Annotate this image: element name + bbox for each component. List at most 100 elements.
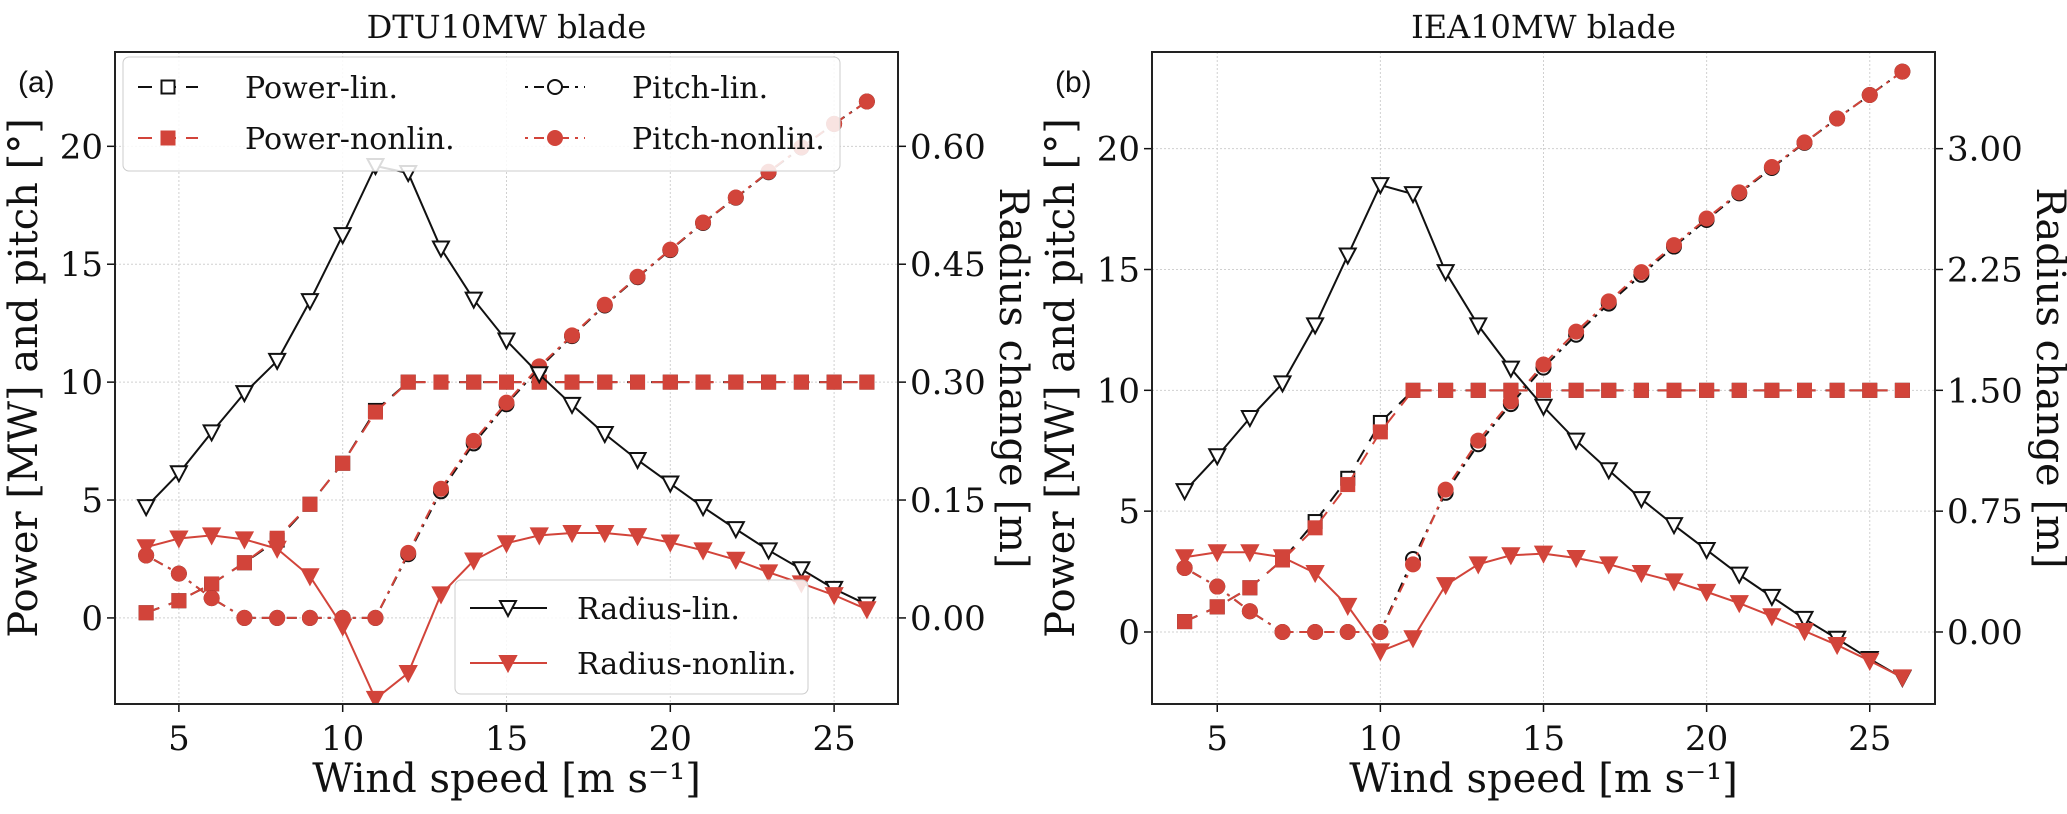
y-tick-label: 15 [60,245,103,285]
data-point-radius_nonlin [1566,550,1586,569]
data-point-power_nonlin [1894,382,1910,398]
axes-frame [1151,51,1936,705]
legend-marker-radius_lin [498,600,518,619]
data-point-radius_nonlin [1892,669,1913,688]
data-point-radius_lin [1631,491,1652,510]
data-point-power_nonlin [1405,382,1421,398]
data-point-radius_lin [529,366,549,385]
data-point-power_nonlin [1797,382,1812,398]
y-right-tick-label: 0.00 [910,599,986,639]
data-point-power_nonlin [433,374,449,390]
data-point-radius_lin [300,293,320,312]
data-point-pitch_nonlin [432,480,449,497]
x-tick-label: 20 [1685,719,1728,759]
data-point-radius_lin [267,352,287,372]
data-point-radius_lin [431,240,451,259]
data-point-power_nonlin [695,374,711,390]
data-point-power_nonlin [499,374,514,390]
data-point-power_nonlin [1372,424,1388,440]
data-point-power_nonlin [236,555,252,571]
y-tick-label: 20 [1097,130,1140,170]
legend-main: Power-lin. Pitch-lin. Power-nonlin. Pitch-n… [122,56,841,172]
legend-marker-power_lin [160,79,176,95]
data-point-radius_lin [1729,566,1749,585]
data-point-power_nonlin [1666,382,1682,398]
data-point-radius_nonlin [627,528,648,547]
data-point-radius_nonlin [595,525,615,544]
y-tick-label: 10 [1097,371,1140,411]
data-point-radius_nonlin [464,552,484,571]
data-point-pitch_nonlin [1437,481,1454,498]
x-tick-label: 15 [485,719,528,759]
data-point-radius_nonlin [1174,549,1195,568]
y-right-tick-label: 0.30 [910,363,986,403]
data-point-radius_nonlin [169,530,189,549]
data-point-pitch_nonlin [1502,393,1519,410]
data-point-power_nonlin [1731,382,1747,398]
data-point-radius_lin [627,451,648,471]
data-point-power_nonlin [1242,580,1258,596]
data-point-power_nonlin [728,374,744,390]
x-tick-label: 5 [1206,719,1228,759]
data-point-pitch_nonlin [1339,623,1356,640]
data-point-radius_lin [595,426,615,445]
data-point-radius_nonlin [693,542,713,561]
y-tick-label: 0 [81,599,103,639]
data-point-pitch_nonlin [1372,623,1389,640]
data-point-pitch_nonlin [1633,264,1650,281]
data-point-pitch_nonlin [1600,293,1617,310]
data-point-radius_nonlin [234,531,255,550]
data-point-power_nonlin [1307,520,1323,536]
data-point-radius_lin [660,475,680,494]
data-point-radius_nonlin [398,664,418,684]
data-point-power_nonlin [597,374,613,390]
data-point-radius_nonlin [824,587,844,606]
data-point-power_nonlin [171,593,187,609]
legend-radius: Radius-lin. Radius-nonlin. [454,579,809,695]
data-point-radius_lin [693,499,713,518]
data-point-power_nonlin [204,576,220,592]
series-line-radius_lin [1183,183,1903,679]
y-axis-label: Power [MW] and pitch [°] [1,118,47,638]
y-right-tick-label: 3.00 [1947,130,2023,170]
data-point-pitch_nonlin [1405,556,1421,573]
data-point-radius_nonlin [1827,637,1847,656]
data-point-radius_lin [201,424,222,443]
legend-marker-radius_nonlin [498,655,518,674]
legend-marker-pitch_nonlin [547,130,563,146]
data-point-pitch_nonlin [858,93,875,110]
x-tick-label: 15 [1522,719,1565,759]
data-point-power_nonlin [335,455,351,471]
data-point-radius_nonlin [1599,556,1619,575]
data-point-pitch_nonlin [662,241,679,258]
data-point-power_nonlin [564,374,580,390]
y-tick-label: 20 [60,127,103,167]
data-point-power_nonlin [1699,382,1715,398]
data-point-radius_nonlin [1762,608,1782,627]
data-point-radius_lin [169,465,189,484]
data-point-pitch_nonlin [1894,63,1911,80]
y-right-tick-label: 0.15 [910,481,986,521]
series-line-radius_nonlin [1184,551,1903,679]
data-point-radius_lin [562,396,582,416]
data-point-pitch_nonlin [203,590,220,607]
data-point-radius_lin [1305,317,1325,336]
y-tick-label: 10 [60,363,103,403]
chart-title: DTU10MW blade [367,8,647,46]
data-point-radius_nonlin [660,534,680,553]
data-point-pitch_nonlin [170,565,187,582]
y-right-tick-label: 0.00 [1947,613,2023,653]
data-point-pitch_nonlin [301,609,318,626]
data-point-radius_nonlin [1501,547,1521,566]
data-point-power_nonlin [1601,382,1617,398]
data-point-radius_lin [1468,317,1488,336]
data-point-power_nonlin [1340,477,1356,493]
data-point-radius_nonlin [1305,565,1325,584]
data-point-power_nonlin [1568,382,1584,398]
y-right-tick-label: 0.45 [910,245,986,285]
legend-label: Power-nonlin. [245,122,455,157]
data-point-power_nonlin [793,374,809,390]
data-point-radius_nonlin [201,527,222,546]
y-right-axis-label: Radius change [m] [990,187,1036,568]
chart-panel-a: 5 10 15 20 25 0 5 10 15 20 0.00 0.15 0.30 0.45 0.60 DTU… [1,8,1036,802]
